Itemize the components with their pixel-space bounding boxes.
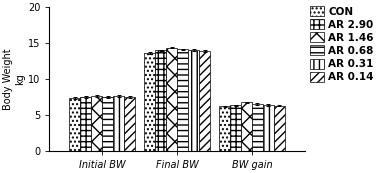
Legend: CON, AR 2.90, AR 1.46, AR 0.68, AR 0.31, AR 0.14: CON, AR 2.90, AR 1.46, AR 0.68, AR 0.31,… [308, 5, 375, 83]
Bar [155, 51, 166, 151]
Bar [102, 97, 113, 151]
Y-axis label: Body Weight
kg: Body Weight kg [3, 48, 25, 110]
Bar [113, 96, 124, 151]
Bar [124, 97, 135, 151]
Bar [199, 51, 210, 151]
Bar [80, 97, 91, 151]
Bar [188, 50, 199, 151]
Bar [252, 104, 263, 151]
Bar [274, 106, 285, 151]
Bar [166, 48, 177, 151]
Bar [230, 105, 241, 151]
Bar [263, 105, 274, 151]
Bar [219, 106, 230, 151]
Bar [241, 102, 252, 151]
Bar [144, 53, 155, 151]
Bar [177, 49, 188, 151]
Bar [69, 98, 80, 151]
Bar [91, 96, 102, 151]
